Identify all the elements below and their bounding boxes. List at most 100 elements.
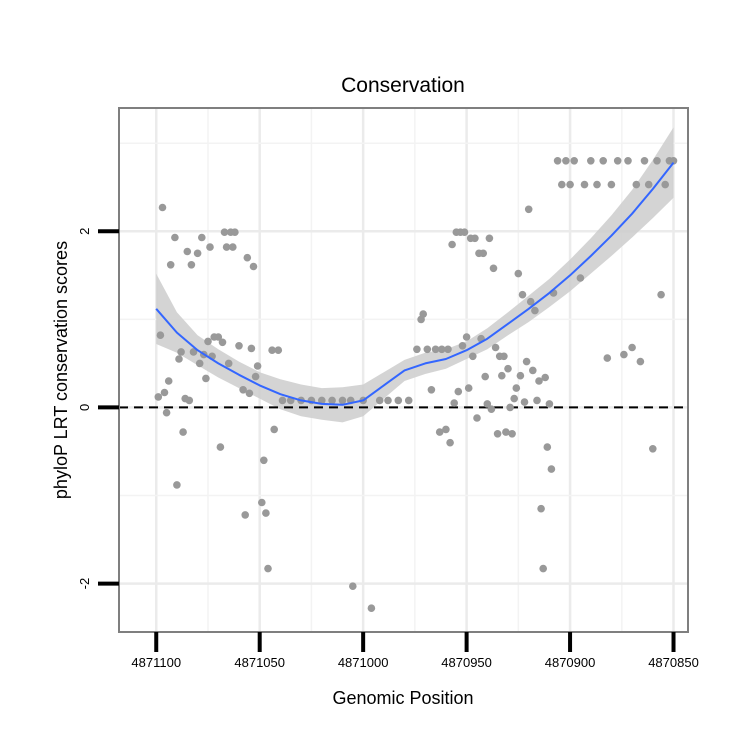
data-point [202,374,210,383]
data-point [235,342,243,350]
data-point [318,396,326,405]
data-point [570,157,578,165]
data-point [187,261,196,269]
data-point [628,343,636,352]
data-point [603,354,612,362]
data-point [613,157,622,165]
data-point [473,414,481,422]
data-point [508,430,516,438]
y-tick-label: -2 [77,578,92,590]
data-point [274,346,283,355]
data-point [491,343,500,352]
data-point [485,234,494,243]
data-point [206,243,214,251]
y-axis-label: phyloP LRT conservation scores [51,241,71,499]
data-point [489,264,498,273]
data-point [419,310,428,318]
data-point [512,384,521,392]
data-point [278,396,287,405]
data-point [450,399,459,407]
data-point [535,377,543,385]
data-point [471,234,479,243]
data-point [636,357,645,366]
data-point [185,396,194,405]
data-point [479,249,488,258]
data-point [541,373,549,382]
data-point [566,180,574,189]
data-point [526,297,535,306]
data-point [448,240,456,249]
data-point [442,425,450,434]
data-point [195,359,204,368]
data-point [607,180,616,189]
data-point [438,345,446,354]
chart-title: Conservation [341,74,465,97]
data-point [394,396,403,405]
data-point [431,345,440,354]
data-point [166,261,175,269]
data-point [156,331,165,340]
x-tick-label: 4871100 [131,655,181,670]
data-point [481,372,490,381]
data-point [253,362,262,370]
data-point [241,511,249,519]
data-point [446,438,454,447]
data-point [435,428,444,436]
data-point [653,157,661,165]
data-point [531,306,539,315]
x-axis: 4871100 4871050 4871000 4870950 4870900 48708… [131,632,699,670]
y-tick-label: 2 [77,228,92,235]
data-point [262,509,270,517]
data-point [220,228,229,236]
data-point [593,180,601,189]
data-point [529,366,537,375]
data-point [179,428,187,436]
data-point [487,405,496,414]
data-point [493,430,502,438]
data-point [204,337,212,346]
data-point [404,396,413,405]
x-tick-label: 4871000 [338,655,389,670]
data-point [328,396,336,405]
data-point [539,564,547,573]
data-point [249,262,258,271]
data-point [247,344,256,353]
data-point [624,157,632,165]
data-point [640,157,649,165]
data-point [218,338,227,347]
data-point [516,371,525,380]
data-point [162,408,171,417]
data-point [562,157,570,165]
data-point [504,364,512,373]
data-point [657,290,665,299]
data-point [375,396,384,405]
data-point [576,274,585,282]
data-point [458,342,467,350]
data-point [669,157,678,165]
plot-border [118,107,689,633]
data-point [268,346,276,355]
data-point [533,396,541,405]
data-point [245,389,254,398]
data-point [367,604,376,612]
data-point [469,352,477,361]
x-tick-label: 4871050 [234,655,285,670]
data-point [413,345,421,354]
data-point [251,372,260,381]
data-point [175,355,183,363]
data-point [338,396,347,405]
data-point [264,564,272,573]
x-axis-label: Genomic Position [332,688,473,708]
smooth-line [155,161,675,406]
data-point [518,290,527,299]
data-point [632,180,641,189]
data-point [460,228,469,236]
data-point [537,504,545,513]
data-point [454,387,463,396]
data-point [547,465,556,473]
data-point [444,345,452,354]
data-point [193,249,202,258]
data-point [164,377,173,385]
data-point [258,498,266,507]
data-point [427,386,436,394]
